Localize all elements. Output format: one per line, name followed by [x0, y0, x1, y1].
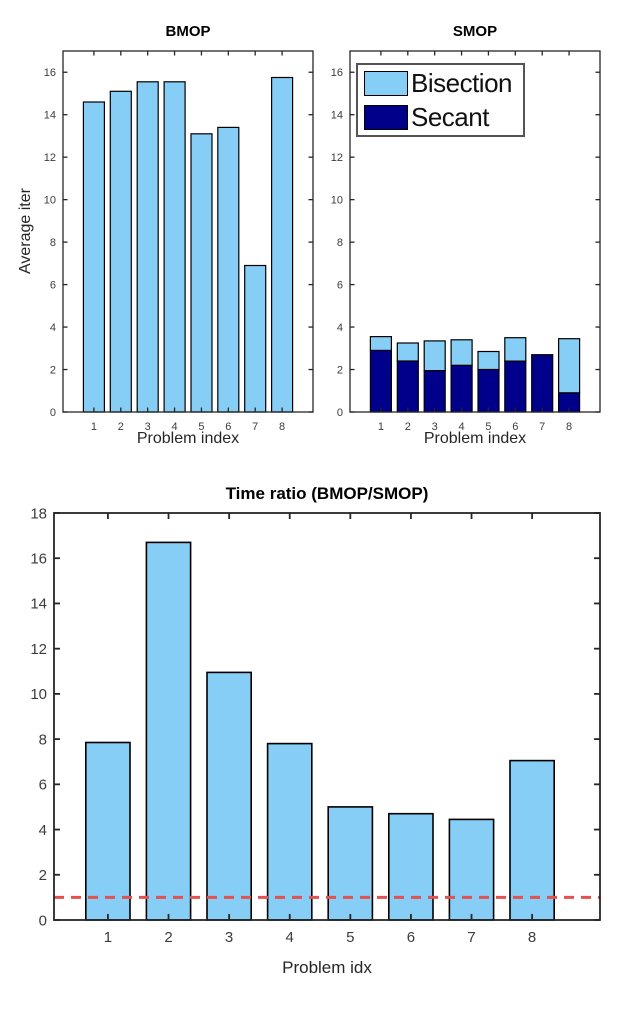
- legend: Bisection Secant: [356, 63, 525, 137]
- y-tick-label: 4: [50, 322, 56, 334]
- y-tick-label: 0: [39, 912, 47, 929]
- bar-smop-8-secant: [557, 392, 581, 413]
- chart-title-smop: SMOP: [452, 23, 498, 40]
- legend-item-secant: Secant: [358, 101, 523, 133]
- bar-smop-6-bisection: [504, 337, 527, 362]
- legend-label-bisection: Bisection: [411, 68, 513, 98]
- y-tick-label: 8: [39, 731, 47, 748]
- bar-bmop-7: [244, 264, 267, 413]
- bar-smop-3-secant: [423, 370, 446, 413]
- bar-bmop-5: [190, 133, 213, 413]
- y-tick-label: 10: [44, 195, 56, 207]
- bar-time-ratio-8: [509, 759, 556, 921]
- legend-swatch-secant: [364, 104, 408, 130]
- x-tick-label: 7: [467, 929, 475, 946]
- x-tick-label: 6: [407, 929, 415, 946]
- bar-bmop-2: [109, 90, 132, 413]
- y-tick-label: 2: [39, 867, 47, 884]
- x-tick-label: 8: [528, 929, 536, 946]
- y-tick-label: 6: [337, 279, 343, 291]
- bar-bmop-4: [163, 81, 186, 413]
- chart-title-bmop: BMOP: [165, 23, 211, 40]
- x-tick-label: 3: [225, 929, 233, 946]
- bar-smop-5-secant: [477, 368, 500, 413]
- y-tick-label: 10: [331, 195, 343, 207]
- bar-time-ratio-4: [266, 742, 313, 921]
- bar-smop-5-bisection: [477, 350, 500, 371]
- y-tick-label: 4: [337, 322, 343, 334]
- bar-bmop-6: [217, 126, 240, 413]
- bar-time-ratio-7: [448, 818, 495, 921]
- bar-smop-3-bisection: [423, 340, 446, 372]
- y-tick-label: 14: [44, 110, 56, 122]
- y-tick-label: 8: [337, 237, 343, 249]
- bar-time-ratio-1: [85, 741, 131, 921]
- x-axis-label-bmop: Problem index: [136, 430, 240, 447]
- x-tick-label: 4: [286, 929, 294, 946]
- bar-smop-8-bisection: [557, 338, 581, 394]
- y-tick-label: 6: [39, 777, 47, 794]
- x-axis-label-time-ratio: Problem idx: [282, 958, 372, 977]
- bar-time-ratio-6: [387, 812, 434, 921]
- y-tick-label: 2: [50, 364, 56, 376]
- chart-title-time-ratio: Time ratio (BMOP/SMOP): [225, 484, 429, 503]
- y-tick-label: 14: [331, 110, 343, 122]
- y-tick-label: 14: [30, 596, 47, 613]
- bar-smop-4-secant: [450, 364, 473, 413]
- bar-smop-1-bisection: [369, 336, 392, 352]
- legend-item-bisection: Bisection: [358, 67, 523, 99]
- x-tick-label: 1: [104, 929, 112, 946]
- legend-swatch-bisection: [364, 70, 408, 96]
- y-tick-label: 0: [50, 407, 56, 419]
- y-tick-label: 12: [331, 152, 343, 164]
- y-tick-label: 0: [337, 407, 343, 419]
- y-tick-label: 16: [331, 67, 343, 79]
- bar-bmop-1: [82, 101, 106, 413]
- y-tick-label: 12: [30, 641, 47, 658]
- bar-smop-4-bisection: [450, 339, 473, 366]
- x-tick-label: 5: [346, 929, 354, 946]
- y-tick-label: 16: [30, 551, 47, 568]
- y-tick-label: 6: [50, 279, 56, 291]
- y-tick-label: 12: [44, 152, 56, 164]
- bar-smop-1-secant: [369, 349, 392, 413]
- bar-time-ratio-3: [206, 671, 253, 921]
- y-tick-label: 8: [50, 237, 56, 249]
- bar-smop-7-secant: [531, 354, 554, 413]
- bar-bmop-3: [136, 81, 159, 413]
- bar-time-ratio-5: [327, 806, 374, 921]
- y-tick-label: 2: [337, 364, 343, 376]
- bar-smop-2-bisection: [396, 342, 419, 362]
- axes-frame-bmop: [62, 50, 314, 413]
- y-tick-label: 10: [30, 686, 47, 703]
- y-axis-label-bmop: Average iter: [17, 188, 34, 274]
- y-tick-label: 16: [44, 67, 56, 79]
- bar-time-ratio-2: [145, 541, 192, 921]
- legend-label-secant: Secant: [411, 102, 489, 132]
- bar-smop-2-secant: [396, 360, 419, 413]
- axes-frame-time-ratio: [53, 512, 601, 921]
- bar-bmop-8: [271, 76, 294, 413]
- y-tick-label: 18: [30, 505, 47, 522]
- x-tick-label: 2: [164, 929, 172, 946]
- bar-smop-6-secant: [504, 360, 527, 413]
- y-tick-label: 4: [39, 822, 47, 839]
- x-axis-label-smop: Problem index: [423, 430, 527, 447]
